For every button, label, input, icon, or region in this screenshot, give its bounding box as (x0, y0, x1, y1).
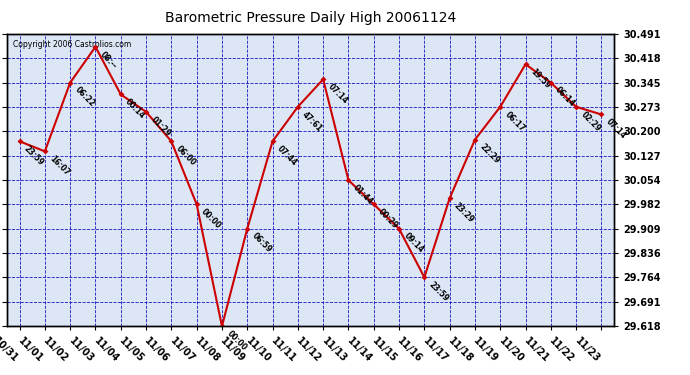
Text: 09:14: 09:14 (402, 231, 425, 255)
Text: 02:29: 02:29 (579, 110, 602, 133)
Text: 07:14: 07:14 (326, 82, 349, 106)
Text: 01:44: 01:44 (351, 183, 375, 206)
Text: 06:59: 06:59 (250, 231, 273, 255)
Text: 23:29: 23:29 (453, 201, 476, 225)
Text: 19:59: 19:59 (529, 67, 552, 90)
Text: 07:14: 07:14 (604, 117, 628, 141)
Text: 16:07: 16:07 (48, 154, 71, 178)
Text: 06:14: 06:14 (553, 86, 577, 109)
Text: 00:00: 00:00 (199, 207, 223, 231)
Text: 23:59: 23:59 (427, 280, 451, 303)
Text: 07:44: 07:44 (275, 144, 299, 168)
Text: 47:61: 47:61 (301, 110, 324, 133)
Text: Barometric Pressure Daily High 20061124: Barometric Pressure Daily High 20061124 (165, 11, 456, 25)
Text: 06:17: 06:17 (503, 110, 526, 133)
Text: 06:00: 06:00 (174, 144, 197, 168)
Text: 08:--: 08:-- (98, 50, 119, 70)
Text: 23:59: 23:59 (22, 144, 46, 167)
Text: 06:22: 06:22 (73, 86, 97, 109)
Text: 01:29: 01:29 (149, 115, 172, 138)
Text: 22:29: 22:29 (477, 142, 501, 166)
Text: Copyright 2006 Castrolios.com: Copyright 2006 Castrolios.com (13, 40, 131, 49)
Text: 00:00: 00:00 (225, 329, 248, 352)
Text: 00:29: 00:29 (377, 207, 400, 231)
Text: 00:14: 00:14 (124, 97, 147, 121)
